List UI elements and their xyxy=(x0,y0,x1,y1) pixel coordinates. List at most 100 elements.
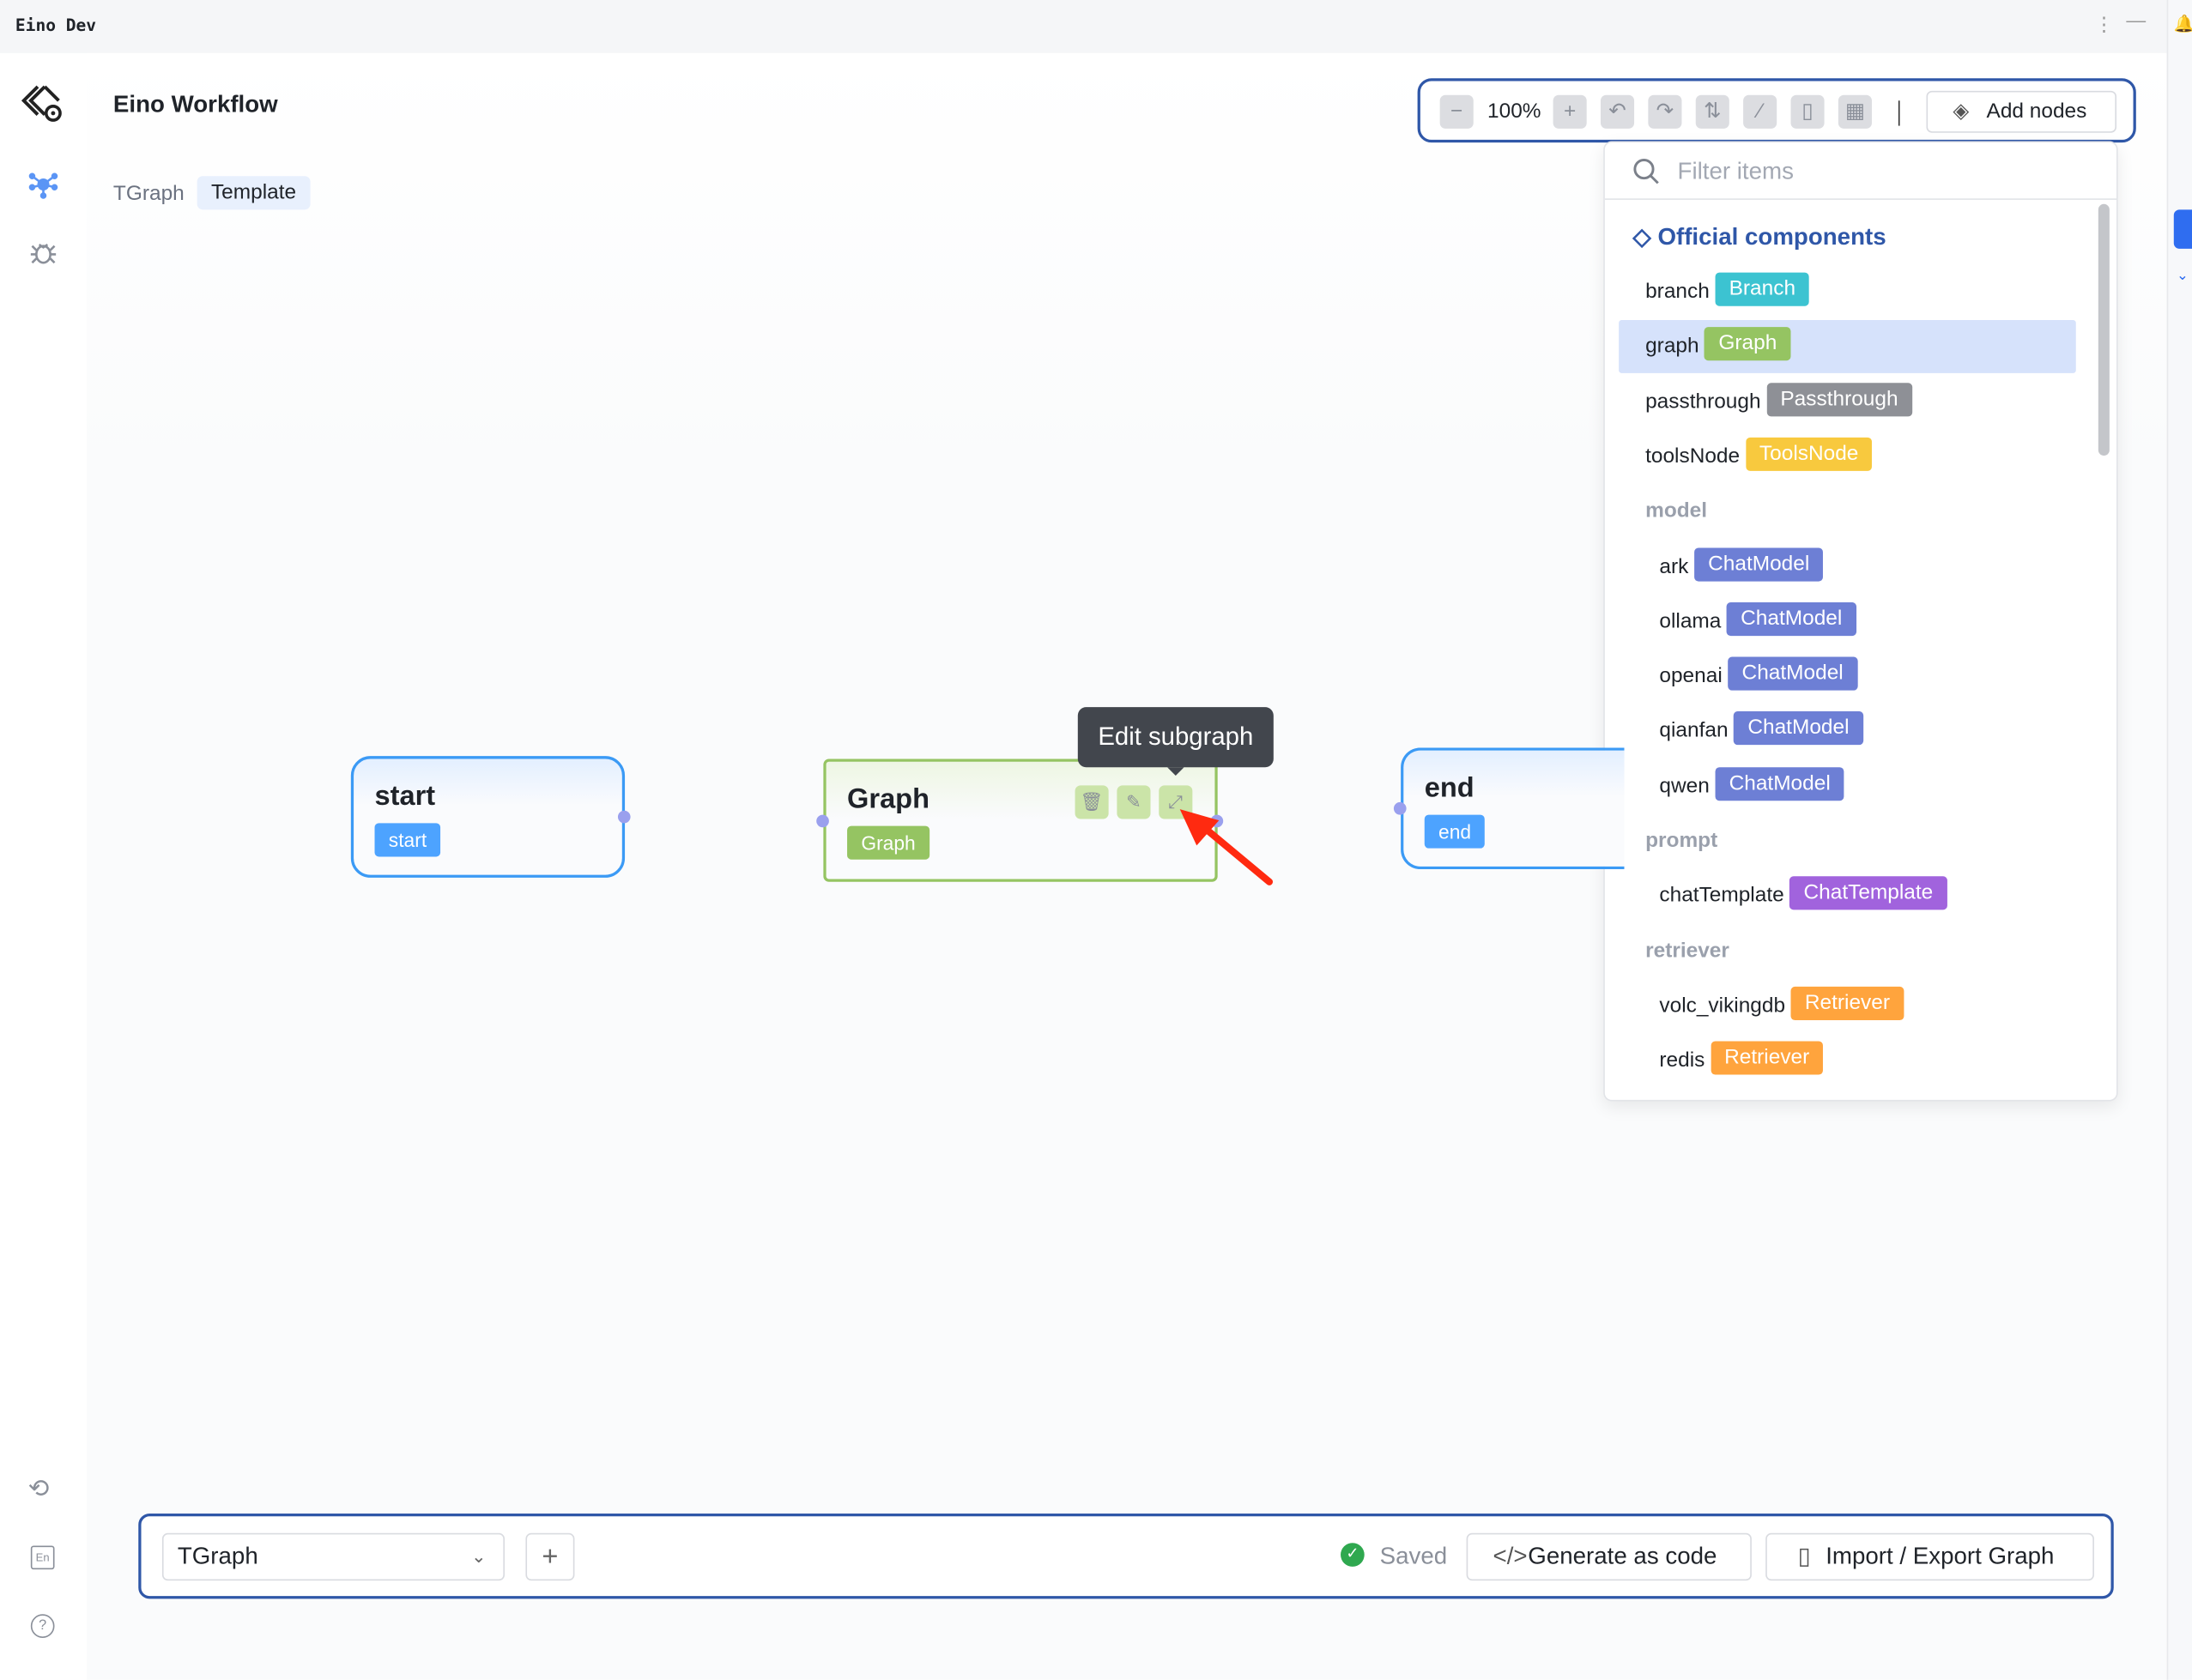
tab-template[interactable]: Template xyxy=(197,176,311,210)
magic-wand-icon[interactable]: ⁄ xyxy=(1743,94,1777,129)
component-name: chatTemplate xyxy=(1659,883,1784,908)
layers-plus-icon: ◈ xyxy=(1953,99,1970,124)
component-item-toolsNode[interactable]: toolsNode ToolsNode xyxy=(1619,430,2076,483)
group-prompt: prompt xyxy=(1645,828,1718,853)
chevron-down-icon: ⌄ xyxy=(471,1545,487,1567)
node-type-badge: Graph xyxy=(847,825,930,860)
component-name: passthrough xyxy=(1645,389,1761,414)
minimap-icon[interactable]: ▦ xyxy=(1838,94,1872,129)
section-label: Official components xyxy=(1657,223,1886,251)
help-icon[interactable]: ? xyxy=(30,1614,55,1638)
divider xyxy=(1898,100,1900,126)
mouse-icon[interactable]: ▯ xyxy=(1790,94,1825,129)
component-item-graph[interactable]: graph Graph xyxy=(1619,320,2076,374)
component-name: openai xyxy=(1659,663,1723,688)
input-port[interactable] xyxy=(816,814,829,828)
node-title: Graph xyxy=(847,783,929,815)
zoom-level: 100% xyxy=(1487,99,1541,124)
component-type-badge: Retriever xyxy=(1790,986,1904,1020)
bell-icon[interactable]: 🔔 xyxy=(2174,14,2192,33)
component-item-qianfan[interactable]: qianfan ChatModel xyxy=(1619,705,2076,758)
component-item-openai[interactable]: openai ChatModel xyxy=(1619,650,2076,704)
add-nodes-label: Add nodes xyxy=(1986,99,2087,124)
component-type-badge: Passthrough xyxy=(1766,382,1912,416)
saved-check-icon: ✓ xyxy=(1341,1543,1365,1567)
component-type-badge: ChatModel xyxy=(1715,766,1845,801)
canvas-toolbar: − 100% + ↶ ↷ ⇅ ⁄ ▯ ▦ ◈ Add nodes xyxy=(1417,78,2136,143)
breadcrumb-graph[interactable]: TGraph xyxy=(112,181,185,206)
import-export-button[interactable]: ▯ Import / Export Graph xyxy=(1765,1532,2094,1581)
generate-label: Generate as code xyxy=(1528,1543,1717,1570)
component-type-badge: Graph xyxy=(1705,327,1791,361)
component-item-ark[interactable]: ark ChatModel xyxy=(1619,541,2076,594)
group-model: model xyxy=(1645,499,1708,523)
extension-icon[interactable] xyxy=(2173,209,2192,249)
node-graph[interactable]: Graph Graph 🗑 ✎ ⤢ xyxy=(816,758,1224,882)
debug-icon[interactable] xyxy=(28,238,59,269)
graph-select-value: TGraph xyxy=(177,1543,258,1570)
node-type-badge: start xyxy=(374,823,441,857)
component-type-badge: ChatTemplate xyxy=(1789,876,1947,910)
undo-button[interactable]: ↶ xyxy=(1600,94,1635,129)
node-start[interactable]: start start xyxy=(350,756,631,878)
save-status: Saved xyxy=(1379,1543,1448,1570)
component-name: graph xyxy=(1645,334,1699,359)
add-nodes-button[interactable]: ◈ Add nodes xyxy=(1926,90,2117,133)
page-title: Eino Workflow xyxy=(112,90,278,118)
zoom-out-button[interactable]: − xyxy=(1439,94,1474,129)
add-nodes-panel: ◇ Official componentsbranchBranchgraphGr… xyxy=(1603,141,2118,1102)
component-item-ollama[interactable]: ollama ChatModel xyxy=(1619,595,2076,649)
component-name: toolsNode xyxy=(1645,444,1741,468)
zoom-in-button[interactable]: + xyxy=(1553,94,1587,129)
title-bar: Eino Dev ⋮ — xyxy=(0,0,2192,53)
component-name: qianfan xyxy=(1659,718,1729,743)
add-graph-button[interactable]: + xyxy=(525,1532,575,1581)
section-official-components[interactable]: ◇ Official components xyxy=(1632,224,1886,252)
red-arrow-annotation xyxy=(1179,809,1274,885)
tooltip-arrow xyxy=(1167,767,1184,784)
component-name: qwen xyxy=(1659,773,1710,798)
component-type-badge: ToolsNode xyxy=(1745,437,1873,471)
redo-button[interactable]: ↷ xyxy=(1648,94,1682,129)
component-item-passthrough[interactable]: passthrough Passthrough xyxy=(1619,375,2076,428)
scrollbar[interactable] xyxy=(2098,203,2110,456)
layout-icon[interactable]: ⇅ xyxy=(1695,94,1729,129)
minimize-icon[interactable]: — xyxy=(2126,8,2147,31)
generate-code-button[interactable]: </> Generate as code xyxy=(1466,1532,1752,1581)
code-icon: </> xyxy=(1493,1543,1528,1570)
component-item-redis[interactable]: redis Retriever xyxy=(1619,1035,2076,1088)
component-item-branch[interactable]: branch Branch xyxy=(1619,265,2076,318)
input-port[interactable] xyxy=(1393,801,1407,815)
logo-icon xyxy=(21,85,62,122)
window-title: Eino Dev xyxy=(15,15,97,35)
right-extension-bar: 🔔 ⌄ xyxy=(2166,0,2192,1680)
node-title: start xyxy=(374,781,436,813)
component-type-badge: ChatModel xyxy=(1734,711,1863,746)
component-item-qwen[interactable]: qwen ChatModel xyxy=(1619,760,2076,813)
node-title: end xyxy=(1424,772,1474,804)
component-name: volc_vikingdb xyxy=(1659,993,1786,1018)
filter-input[interactable] xyxy=(1674,154,2072,190)
chevron-down-icon[interactable]: ⌄ xyxy=(2177,268,2189,284)
edit-icon[interactable]: ✎ xyxy=(1117,785,1151,819)
component-item-volc_vikingdb[interactable]: volc_vikingdb Retriever xyxy=(1619,980,2076,1033)
component-name: ark xyxy=(1659,553,1689,578)
delete-icon[interactable]: 🗑 xyxy=(1075,785,1109,819)
sync-icon[interactable]: ⟲ xyxy=(27,1474,50,1502)
component-type-badge: ChatModel xyxy=(1728,656,1858,691)
language-icon[interactable]: En xyxy=(30,1545,55,1570)
graph-select[interactable]: TGraph ⌄ xyxy=(161,1532,505,1581)
more-icon[interactable]: ⋮ xyxy=(2093,12,2114,35)
sidebar: ⟲ En ? xyxy=(0,52,87,1680)
group-retriever: retriever xyxy=(1645,938,1729,963)
component-type-badge: ChatModel xyxy=(1726,601,1856,636)
search-icon xyxy=(1633,159,1659,184)
workflow-icon[interactable] xyxy=(28,169,59,200)
import-export-label: Import / Export Graph xyxy=(1826,1543,2055,1570)
node-end[interactable]: end end xyxy=(1393,747,1625,870)
component-item-chatTemplate[interactable]: chatTemplate ChatTemplate xyxy=(1619,870,2076,923)
component-type-badge: Retriever xyxy=(1710,1041,1824,1075)
tag-icon: ◇ xyxy=(1632,223,1651,251)
component-type-badge: Branch xyxy=(1715,272,1810,306)
output-port[interactable] xyxy=(617,810,631,824)
